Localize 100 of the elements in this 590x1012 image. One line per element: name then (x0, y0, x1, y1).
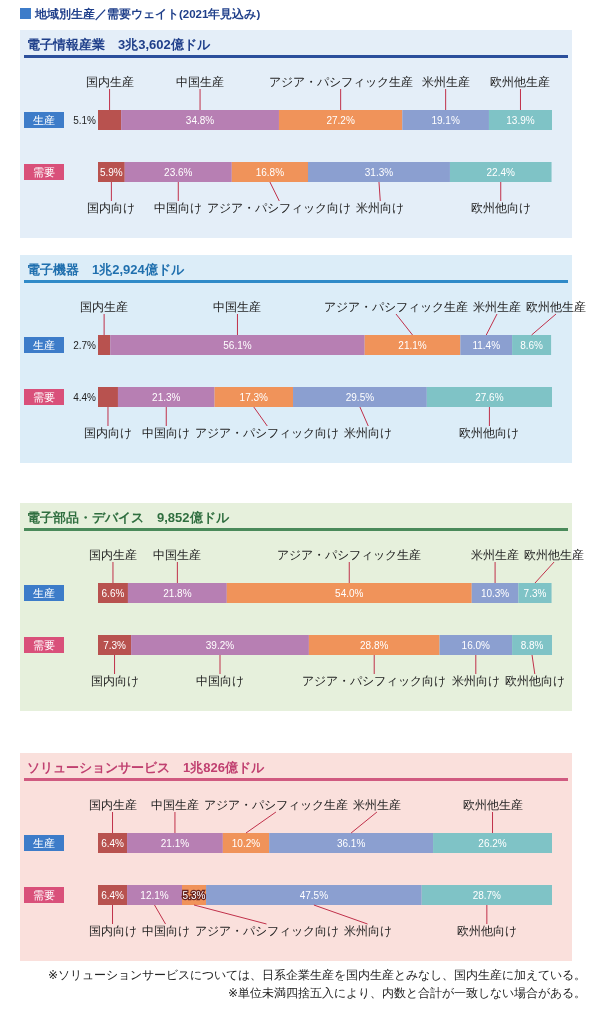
text: 欧州他生産 (462, 798, 523, 811)
data-label: 6.4% (101, 838, 125, 849)
text: 欧州他向け (456, 925, 517, 938)
text: アジア・パシフィック向け (194, 925, 339, 938)
bar (308, 635, 440, 655)
data-label: 12.1% (140, 890, 169, 901)
y-tick-label: 生産 (33, 114, 55, 126)
bar (433, 833, 552, 853)
text: 米州向け (344, 427, 393, 440)
y-tick-label: 生産 (33, 339, 55, 351)
text: 国内向け (90, 675, 139, 688)
text: 米州生産 (471, 548, 520, 561)
bar (269, 833, 434, 853)
data-label: 4.4% (73, 392, 97, 403)
bar (307, 162, 450, 182)
y-tick-label: 生産 (33, 837, 55, 849)
text: 国内生産 (85, 75, 134, 88)
text: 米州向け (356, 202, 405, 215)
text: アジア・パシフィック生産 (268, 75, 413, 88)
bar (110, 335, 365, 355)
y-tick-label: 需要 (33, 391, 55, 403)
bar (226, 583, 472, 603)
data-label: 16.8% (255, 167, 285, 178)
text: 中国向け (196, 675, 244, 688)
text: 国内生産 (88, 548, 137, 561)
data-label: 10.2% (231, 838, 261, 849)
data-label: 19.1% (431, 115, 460, 126)
text: 中国生産 (153, 548, 202, 561)
data-label: 27.2% (326, 115, 355, 126)
data-label: 29.5% (345, 392, 375, 403)
text: アジア・パシフィック向け (195, 427, 340, 440)
data-label: 7.3% (103, 640, 127, 651)
data-label: 21.8% (163, 588, 192, 599)
data-label: 21.3% (152, 392, 181, 403)
chart-title: 電子部品・デバイス 9,852億ドル (27, 510, 230, 525)
bar (98, 335, 111, 355)
data-label: 39.2% (205, 640, 235, 651)
y-tick-label: 生産 (33, 587, 55, 599)
data-label: 17.3% (239, 392, 269, 403)
bar (421, 885, 552, 905)
text: アジア・パシフィック向け (302, 675, 447, 688)
text: 米州生産 (352, 798, 401, 811)
text: 欧州他向け (459, 427, 520, 440)
bar (98, 110, 122, 130)
text: アジア・パシフィック生産 (324, 300, 468, 313)
bar (121, 110, 279, 130)
chart-title: 電子機器 1兆2,924億ドル (27, 262, 185, 277)
text: 中国生産 (176, 75, 225, 88)
data-label: 11.4% (472, 340, 501, 351)
data-label: 28.8% (360, 640, 389, 651)
y-tick-label: 需要 (33, 166, 55, 178)
bar (402, 110, 489, 130)
text: 国内生産 (88, 798, 137, 811)
bar (214, 387, 294, 407)
text: 国内生産 (80, 300, 129, 313)
data-label: 5.3% (182, 890, 206, 901)
data-label: 36.1% (336, 838, 366, 849)
text: アジア・パシフィック向け (207, 202, 352, 215)
data-label: 56.1% (223, 340, 252, 351)
text: アジア・パシフィック生産 (203, 798, 348, 811)
bar (426, 387, 552, 407)
data-label: 6.4% (101, 890, 125, 901)
text: 中国生産 (150, 798, 199, 811)
text: 国内向け (87, 202, 136, 215)
data-label: 47.5% (299, 890, 329, 901)
data-label: 21.1% (398, 340, 427, 351)
text: 欧州他向け (470, 202, 531, 215)
text: 欧州他生産 (524, 548, 585, 561)
text: 中国向け (154, 202, 203, 215)
text: 欧州他生産 (490, 75, 551, 88)
data-label: 13.9% (506, 115, 535, 126)
data-label: 23.6% (164, 167, 193, 178)
bar (449, 162, 552, 182)
data-label: 54.0% (335, 588, 364, 599)
text: 欧州他生産 (526, 300, 586, 313)
data-label: 26.2% (478, 838, 507, 849)
text: 欧州他向け (504, 675, 565, 688)
y-tick-label: 需要 (33, 889, 55, 901)
data-label: 28.7% (472, 890, 502, 901)
data-label: 16.0% (461, 640, 491, 651)
data-label: 6.6% (101, 588, 125, 599)
bar (98, 387, 118, 407)
bar (127, 583, 227, 603)
data-label: 10.3% (480, 588, 510, 599)
text: 国内向け (83, 427, 132, 440)
y-tick-label: 需要 (33, 639, 55, 651)
data-label: 22.4% (486, 167, 516, 178)
bar (206, 885, 422, 905)
text: 米州生産 (421, 75, 470, 88)
text: アジア・パシフィック生産 (277, 548, 422, 561)
text: 地域別生産／需要ウェイト(2021年見込み) (34, 7, 261, 21)
data-label: 31.3% (364, 167, 394, 178)
text: 中国向け (141, 925, 190, 938)
text: 国内向け (88, 925, 137, 938)
text: 米州生産 (473, 300, 521, 313)
chart-title: ソリューションサービス 1兆826億ドル (27, 760, 265, 775)
bar (127, 833, 223, 853)
data-label: 5.9% (99, 167, 123, 178)
bar (131, 635, 309, 655)
text: ※ソリューションサービスについては、日系企業生産を国内生産とみなし、国内生産に加えている。 (47, 968, 586, 982)
